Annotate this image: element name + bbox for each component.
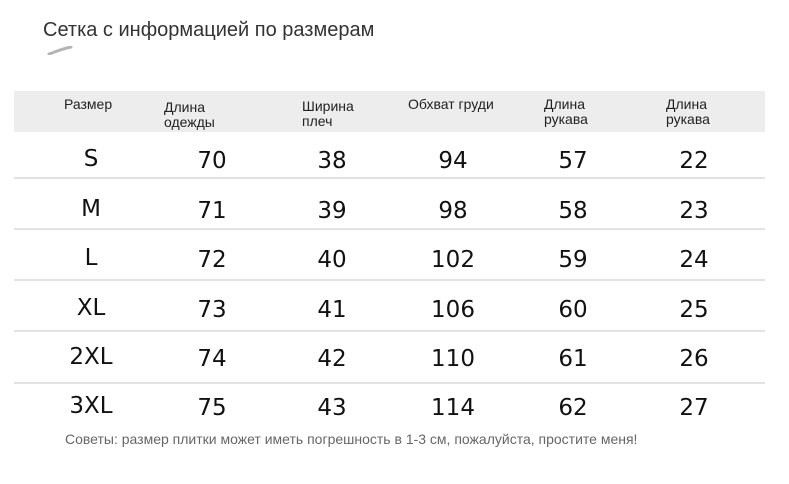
table-cell: 41 [317,297,347,323]
table-cell: 114 [431,395,475,421]
table-header-row [14,91,765,132]
table-cell: 43 [317,395,347,421]
table-cell: 106 [431,297,475,323]
row-divider [14,228,765,230]
header-shoulder-width: Ширина плеч [302,98,354,129]
table-cell: 98 [438,198,468,224]
table-cell: 110 [431,346,475,372]
size-note: Советы: размер плитки может иметь погреш… [65,431,638,447]
table-cell: 70 [197,148,227,174]
table-cell: 59 [558,247,588,273]
table-cell: 75 [197,395,227,421]
table-cell: 61 [558,346,588,372]
brush-stroke-decoration [47,46,73,55]
table-cell: 74 [197,346,227,372]
table-cell: 60 [558,297,588,323]
table-cell: 24 [679,247,709,273]
table-cell: 38 [317,148,347,174]
table-cell: 40 [317,247,347,273]
table-cell: 39 [317,198,347,224]
header-garment-length: Длина одежды [164,99,215,130]
table-cell: 102 [431,247,475,273]
table-cell: 2XL [69,344,113,370]
table-cell: 22 [679,148,709,174]
table-cell: 42 [317,346,347,372]
table-cell: 71 [197,198,227,224]
header-sleeve-length-2: Длина рукава [666,96,710,127]
row-divider [14,177,765,179]
table-cell: 26 [679,346,709,372]
header-chest-girth: Обхват груди [408,96,494,112]
table-cell: M [81,196,101,222]
table-cell: 27 [679,395,709,421]
page-title: Сетка с информацией по размерам [43,19,375,41]
table-cell: 73 [197,297,227,323]
row-divider [14,382,765,384]
header-size: Размер [64,96,113,112]
header-sleeve-length: Длина рукава [544,96,588,127]
row-divider [14,279,765,281]
table-cell: 72 [197,247,227,273]
table-cell: S [83,146,99,172]
table-cell: 62 [558,395,588,421]
table-cell: 58 [558,198,588,224]
table-cell: 94 [438,148,468,174]
table-cell: 57 [558,148,588,174]
row-divider [14,330,765,332]
table-cell: 3XL [69,393,113,419]
table-cell: 25 [679,297,709,323]
table-cell: L [84,245,98,271]
table-cell: XL [76,295,106,321]
table-cell: 23 [679,198,709,224]
